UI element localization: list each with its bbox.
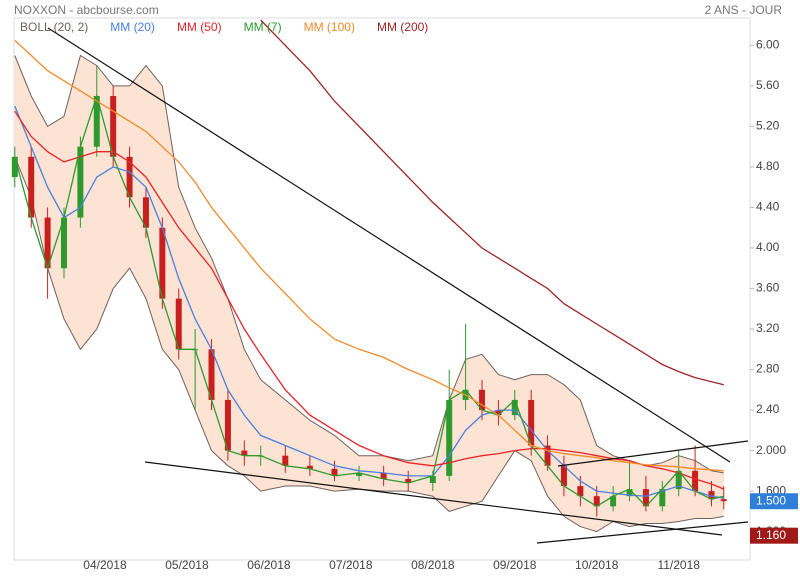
plot-frame	[13, 17, 751, 561]
candle-body	[610, 496, 617, 507]
candle-body	[626, 489, 633, 497]
y-tick-label: 3.60	[756, 281, 780, 295]
y-tick-label: 5.60	[756, 78, 780, 92]
candle-body	[429, 475, 436, 484]
x-tick-label: 10/2018	[575, 558, 619, 572]
x-tick-label: 11/2018	[657, 558, 700, 572]
x-tick-label: 05/2018	[165, 558, 209, 572]
y-tick-label: 3.20	[756, 321, 780, 335]
trend-line	[144, 461, 723, 536]
candle-body	[659, 489, 666, 507]
candle-body	[446, 399, 453, 476]
trend-line	[557, 440, 749, 467]
candle-body	[306, 465, 313, 469]
y-tick-label: 2.80	[756, 362, 780, 376]
candle-body	[560, 465, 567, 487]
candle-body	[495, 410, 502, 416]
candle-body	[28, 156, 35, 218]
candle-body	[77, 146, 84, 218]
y-tick-label: 2.40	[756, 402, 780, 416]
candle-body	[175, 298, 182, 350]
candle-body	[208, 349, 215, 400]
candle-body	[405, 478, 412, 484]
legend-entry: MM (7)	[244, 20, 282, 34]
y-tick-label: 2.000	[756, 443, 786, 457]
candle-body	[241, 450, 248, 456]
candle-body	[708, 491, 715, 500]
y-tick-label: 5.20	[756, 119, 780, 133]
candle-body	[142, 197, 149, 228]
candle-body	[11, 156, 18, 178]
band-lower	[14, 156, 724, 533]
candle-body	[720, 499, 727, 502]
candle-body	[478, 389, 485, 411]
y-tick-label: 4.80	[756, 159, 780, 173]
candle-body	[511, 399, 518, 416]
candle-body	[110, 96, 117, 157]
y-tick-label: 6.00	[756, 38, 780, 52]
candle-body	[331, 468, 338, 476]
trend-lines	[47, 27, 749, 544]
candle-body	[577, 486, 584, 497]
ma-line	[14, 39, 724, 472]
legend-entry: MM (50)	[177, 20, 222, 34]
legend-entry: MM (200)	[377, 20, 428, 34]
legend-entry: MM (20)	[110, 20, 155, 34]
x-tick-label: 04/2018	[83, 558, 127, 572]
candle-body	[642, 489, 649, 507]
trend-line	[536, 521, 749, 544]
candle-body	[60, 217, 67, 269]
candle-body	[544, 445, 551, 466]
chart-title: NOXXON - abcbourse.com	[14, 3, 159, 17]
candle-body	[356, 472, 363, 476]
trend-line	[47, 27, 731, 463]
x-tick-label: 09/2018	[493, 558, 537, 572]
candle-body	[675, 470, 682, 490]
legend-entry: BOLL (20, 2)	[20, 20, 88, 34]
price-tag-label: 1.160	[756, 528, 786, 542]
y-tick-label: 4.40	[756, 200, 780, 214]
x-tick-label: 08/2018	[411, 558, 455, 572]
x-tick-label: 06/2018	[247, 558, 291, 572]
legend: BOLL (20, 2) MM (20) MM (50) MM (7) MM (100)…	[20, 20, 428, 34]
period: 2 ANS - JOUR	[705, 3, 783, 17]
candle-body	[282, 455, 289, 466]
band-fill	[14, 55, 724, 532]
price-tag	[750, 493, 798, 510]
price-tag-label: 1.500	[756, 493, 786, 507]
legend-entry: MM (100)	[304, 20, 355, 34]
candle-body	[528, 399, 535, 446]
plot-area	[11, 19, 727, 533]
ma-line	[14, 93, 724, 508]
candle-body	[380, 472, 387, 479]
candle-body	[224, 399, 231, 451]
candle-body	[44, 217, 51, 269]
ma-line	[260, 19, 724, 386]
y-tick-label: 4.00	[756, 240, 780, 254]
candle-body	[126, 156, 133, 198]
price-tag	[750, 527, 798, 544]
candle-body	[93, 96, 100, 147]
x-tick-label: 07/2018	[329, 558, 373, 572]
candle-body	[593, 496, 600, 507]
candle-body	[692, 470, 699, 492]
ma-line	[14, 110, 725, 490]
candle-body	[159, 227, 166, 299]
